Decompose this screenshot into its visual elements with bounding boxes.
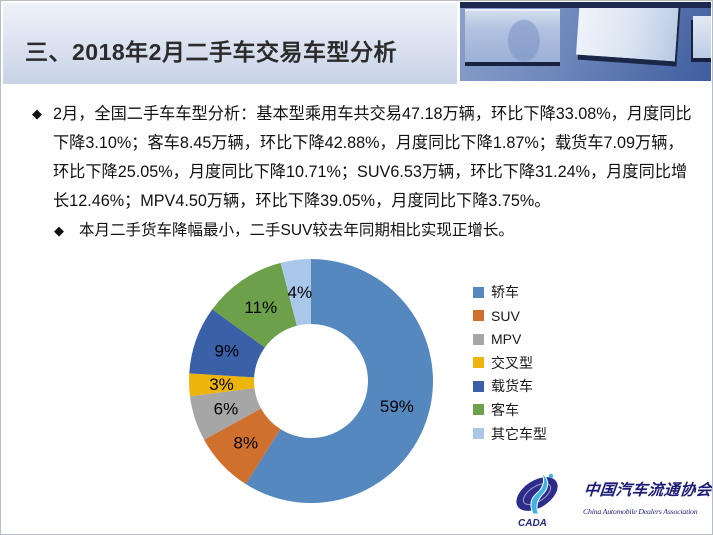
logo-english-name: China Automobile Dealers Association <box>583 507 698 516</box>
donut-slice-载货车 <box>189 309 265 378</box>
cube-graphic <box>576 2 679 62</box>
cada-emblem-icon: CADA <box>516 471 558 529</box>
donut-chart: 59% 8% 6% 3% 9% 11% 4% <box>188 259 433 503</box>
legend-item: 载货车 <box>473 379 547 393</box>
donut-slice-SUV <box>204 408 281 485</box>
legend-item: MPV <box>473 332 547 346</box>
legend-item: SUV <box>473 309 547 323</box>
legend-swatch <box>473 380 484 392</box>
donut-slice-MPV <box>189 388 262 440</box>
page-title: 三、2018年2月二手车交易车型分析 <box>25 39 397 65</box>
organization-logo: CADA 中国汽车流通协会 China Automobile Dealers A… <box>506 471 713 531</box>
legend-swatch <box>473 404 484 416</box>
donut-slice-客车 <box>212 262 297 348</box>
legend-label: 交叉型 <box>491 354 533 371</box>
slice-data-label: 11% <box>244 298 277 317</box>
cube-graphic <box>693 16 711 58</box>
donut-slice-轿车 <box>245 259 433 503</box>
bullet-text: 2月，全国二手车车型分析：基本型乘用车共交易47.18万辆，环比下降33.08%… <box>53 105 692 210</box>
legend-label: 客车 <box>491 401 519 418</box>
logo-chinese-name: 中国汽车流通协会 <box>582 482 713 499</box>
legend-label: 其它车型 <box>491 425 547 442</box>
legend-swatch <box>473 357 484 369</box>
bullet-paragraph-1: ◆ 2月，全国二手车车型分析：基本型乘用车共交易47.18万辆，环比下降33.0… <box>32 100 694 216</box>
header-top-strip <box>460 2 711 8</box>
chart-legend: 轿车 SUV MPV 交叉型载货车客车其它车型 <box>473 285 547 441</box>
header-banner: 三、2018年2月二手车交易车型分析 <box>3 3 457 84</box>
legend-item: 其它车型 <box>473 427 547 441</box>
cube-graphic <box>465 9 560 62</box>
legend-label: 载货车 <box>491 378 533 395</box>
legend-item: 轿车 <box>473 285 547 299</box>
diamond-bullet-icon: ◆ <box>54 223 64 238</box>
diamond-bullet-icon: ◆ <box>32 106 42 121</box>
slice-data-label: 6% <box>214 400 239 419</box>
legend-label: SUV <box>491 307 520 324</box>
bullet-paragraph-2: ◆ 本月二手货车降幅最小，二手SUV较去年同期相比实现正增长。 <box>54 220 694 242</box>
decorative-cubes-photo <box>460 2 711 81</box>
slice-data-label: 59% <box>380 397 414 416</box>
legend-label: MPV <box>491 331 522 348</box>
cada-acronym: CADA <box>518 518 547 529</box>
slice-data-label: 8% <box>234 433 259 452</box>
legend-swatch <box>473 286 484 298</box>
donut-slice-交叉型 <box>188 373 255 397</box>
legend-swatch <box>473 428 484 440</box>
bullet-text: 本月二手货车降幅最小，二手SUV较去年同期相比实现正增长。 <box>79 222 514 239</box>
legend-label: 轿车 <box>491 284 519 300</box>
donut-slice-其它车型 <box>280 259 311 326</box>
slice-data-label: 4% <box>288 283 313 302</box>
legend-swatch <box>473 310 484 322</box>
slice-data-label: 9% <box>215 342 240 361</box>
slice-data-label: 3% <box>209 375 234 394</box>
legend-item: 交叉型 <box>473 356 547 370</box>
legend-swatch <box>473 333 484 345</box>
legend-item: 客车 <box>473 403 547 417</box>
